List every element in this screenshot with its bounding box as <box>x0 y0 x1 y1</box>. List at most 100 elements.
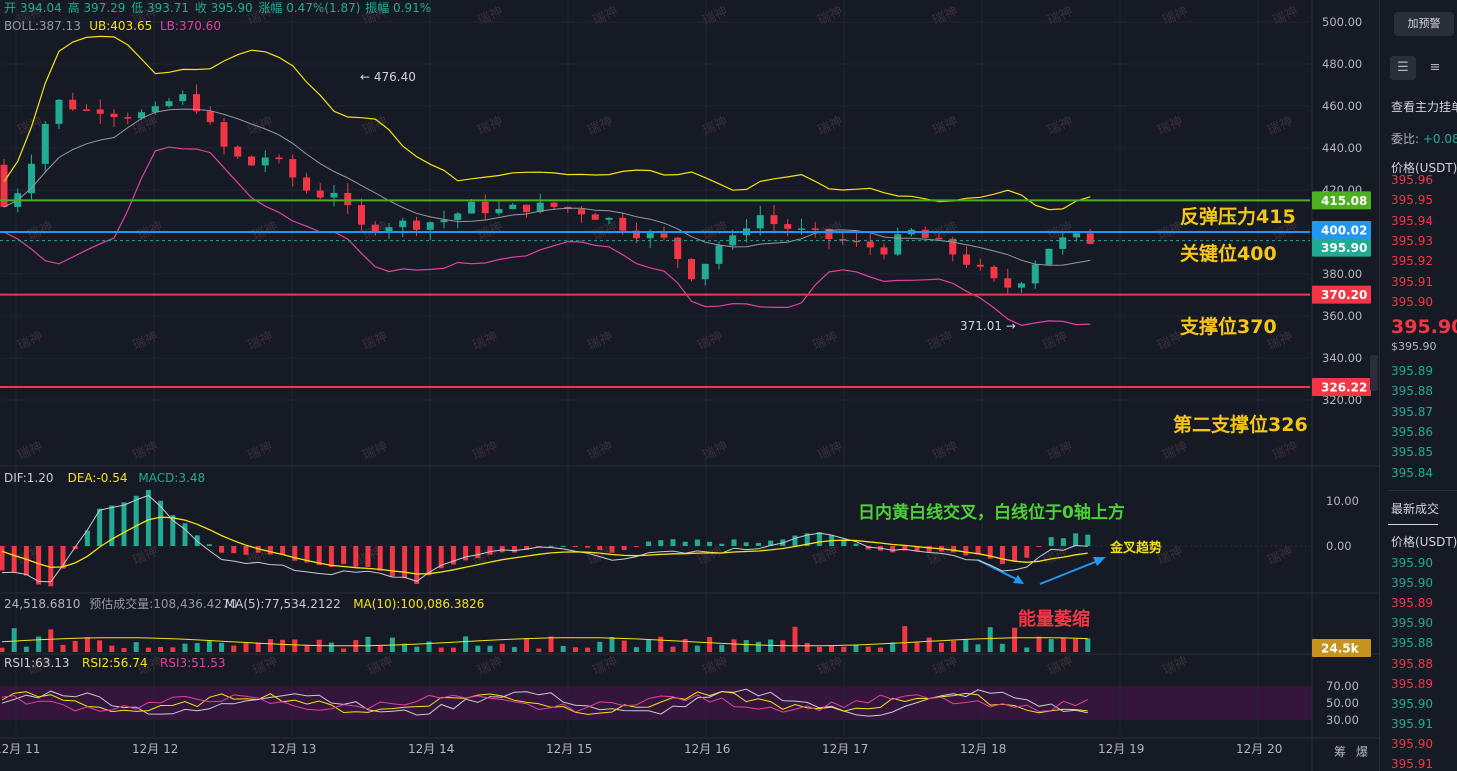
add-alert-button[interactable]: 加预警 <box>1394 12 1454 36</box>
volume-bar <box>426 641 432 652</box>
candle-body <box>1018 283 1025 288</box>
volume-bar <box>97 640 103 652</box>
trade-price: 395.90 <box>1391 616 1433 631</box>
price-tick-label: 460.00 <box>1322 99 1362 113</box>
macd-hist-bar <box>841 539 847 546</box>
candle-body <box>481 201 489 214</box>
macd-hist-bar <box>694 539 700 546</box>
boll-upper-value: UB:403.65 <box>89 19 152 33</box>
macd-hist-bar <box>84 530 90 546</box>
ratio-value: +0.08% <box>1422 132 1457 146</box>
macd-hist-bar <box>524 546 530 550</box>
volume-bar <box>1048 639 1054 652</box>
volume-bar <box>780 640 786 652</box>
orderbook-list-icon[interactable]: ≡ <box>1429 60 1441 75</box>
time-axis-icon: 筹 <box>1334 745 1346 759</box>
macd-hist-bar <box>145 489 151 546</box>
volume-bar <box>450 647 456 652</box>
low-mark-label: 371.01 → <box>960 319 1016 333</box>
macd-hist-bar <box>999 546 1005 565</box>
macd-hist-bar <box>438 546 444 569</box>
volume-value: 24,518.6810 <box>4 597 80 611</box>
volume-bar <box>1073 638 1079 652</box>
volume-ma-line <box>1 637 1088 647</box>
annotation-macd-note: 日内黄白线交叉，白线位于0轴上方 <box>858 502 1125 523</box>
time-axis-label: 12月 18 <box>960 742 1006 756</box>
tag-last-price-bg <box>1312 238 1371 257</box>
annotation-volume-shrink: 能量萎缩 <box>1018 608 1090 630</box>
tag-326: 326.22 <box>1321 380 1367 394</box>
volume-bar <box>292 639 298 652</box>
time-axis-label: 12月 17 <box>822 742 868 756</box>
orderbook-both-icon[interactable]: ☰ <box>1390 56 1416 80</box>
macd-hist-bar <box>865 546 871 550</box>
volume-bar <box>182 643 188 652</box>
macd-dif-line <box>1 494 1088 583</box>
volume-bar <box>999 643 1005 652</box>
candle-body <box>399 220 407 228</box>
volume-bar <box>877 647 883 652</box>
macd-hist-bar <box>450 546 456 565</box>
candle-body <box>206 111 214 123</box>
price-tick-label: 440.00 <box>1322 141 1362 155</box>
macd-hist-bar <box>1060 538 1066 546</box>
volume-bar <box>109 645 115 652</box>
macd-hist-bar <box>755 542 761 546</box>
divider <box>1388 490 1457 491</box>
candle-body <box>894 234 902 255</box>
volume-bar <box>219 643 225 652</box>
trade-price: 395.90 <box>1391 576 1433 591</box>
macd-hist-bar <box>633 546 639 547</box>
candle-body <box>344 192 352 206</box>
macd-hist-bar <box>487 546 493 555</box>
time-axis-label: 12月 15 <box>546 742 592 756</box>
bid-price: 395.86 <box>1391 424 1433 439</box>
ohlc-high: 高 397.29 <box>68 0 126 15</box>
macd-hist-bar <box>597 546 603 551</box>
ask-price: 395.95 <box>1391 193 1433 208</box>
candle-body <box>316 190 324 198</box>
macd-hist-bar <box>219 546 225 553</box>
candle-body <box>41 123 49 164</box>
volume-bar <box>707 637 713 652</box>
volume-bar <box>1024 647 1030 652</box>
volume-bar <box>597 641 603 652</box>
volume-bar <box>755 641 761 652</box>
macd-hist-bar <box>670 539 676 546</box>
macd-hist-bar <box>792 535 798 546</box>
macd-hist-bar <box>621 546 627 551</box>
candle-body <box>468 201 475 214</box>
volume-bar <box>475 645 481 652</box>
orderbook-title[interactable]: 查看主力挂单 <box>1391 100 1457 114</box>
last-price: 395.90 <box>1391 316 1457 338</box>
bid-price: 395.88 <box>1391 384 1433 399</box>
trade-price: 395.88 <box>1391 636 1433 651</box>
macd-hist-bar <box>316 546 322 565</box>
volume-bar <box>72 640 78 652</box>
macd-dea-value: DEA:-0.54 <box>68 471 128 485</box>
macd-hist-bar <box>853 543 859 546</box>
volume-bar <box>158 646 164 652</box>
candle-body <box>839 239 847 241</box>
price-tick-label: 380.00 <box>1322 267 1362 281</box>
macd-hist-bar <box>1024 546 1030 558</box>
volume-bar <box>829 645 835 652</box>
candle-body <box>371 224 379 232</box>
ask-price: 395.92 <box>1391 254 1433 269</box>
macd-hist-bar <box>890 546 896 553</box>
macd-hist-bar <box>304 546 310 563</box>
macd-hist-bar <box>389 546 395 577</box>
tag-400-bg <box>1312 220 1371 239</box>
candle-body <box>385 227 393 232</box>
time-axis-label: 12月 13 <box>270 742 316 756</box>
arrow-down-line <box>977 559 1023 583</box>
ask-price: 395.94 <box>1391 213 1433 228</box>
macd-hist-bar <box>426 546 432 576</box>
ohlc-close: 收 395.90 <box>195 1 253 15</box>
ohlc-open: 开 394.04 <box>4 1 62 15</box>
ask-price: 395.90 <box>1391 294 1433 309</box>
volume-bar <box>133 642 139 652</box>
candle-body <box>756 215 764 229</box>
arrow-up-head <box>1093 557 1106 566</box>
